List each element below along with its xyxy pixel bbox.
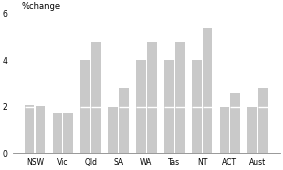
Bar bbox=[147, 42, 157, 153]
Bar bbox=[36, 106, 45, 153]
Bar bbox=[230, 93, 240, 153]
Bar bbox=[220, 107, 229, 153]
Bar bbox=[91, 42, 101, 153]
Bar bbox=[164, 60, 174, 153]
Bar bbox=[247, 107, 257, 153]
Bar bbox=[53, 113, 62, 153]
Bar bbox=[108, 107, 118, 153]
Bar bbox=[80, 60, 90, 153]
Bar bbox=[203, 28, 212, 153]
Bar bbox=[258, 88, 268, 153]
Bar bbox=[192, 60, 201, 153]
Bar bbox=[175, 42, 185, 153]
Bar bbox=[119, 88, 129, 153]
Bar bbox=[136, 60, 146, 153]
Text: %change: %change bbox=[21, 2, 60, 11]
Bar bbox=[25, 105, 35, 153]
Bar bbox=[63, 113, 73, 153]
